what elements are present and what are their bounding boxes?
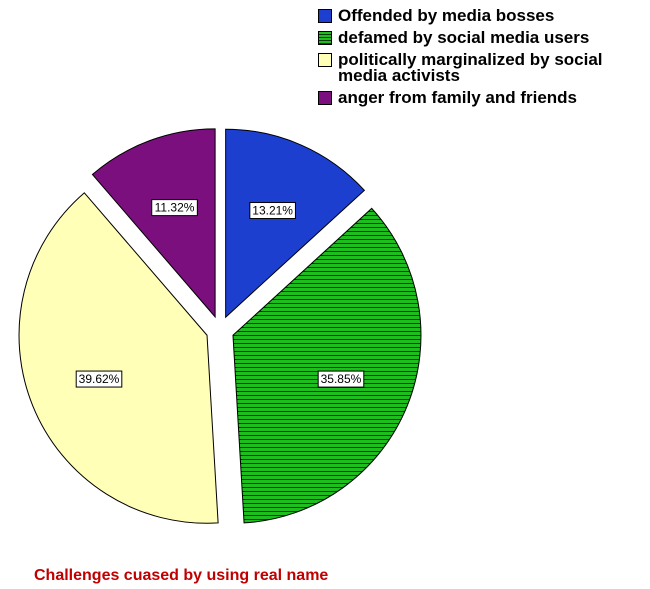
slice-data-label: 11.32%	[155, 201, 195, 215]
slice-data-label: 13.21%	[252, 204, 293, 218]
chart-title: Challenges cuased by using real name	[34, 567, 328, 585]
slice-data-label: 35.85%	[321, 372, 362, 386]
slice-data-label: 39.62%	[79, 372, 120, 386]
